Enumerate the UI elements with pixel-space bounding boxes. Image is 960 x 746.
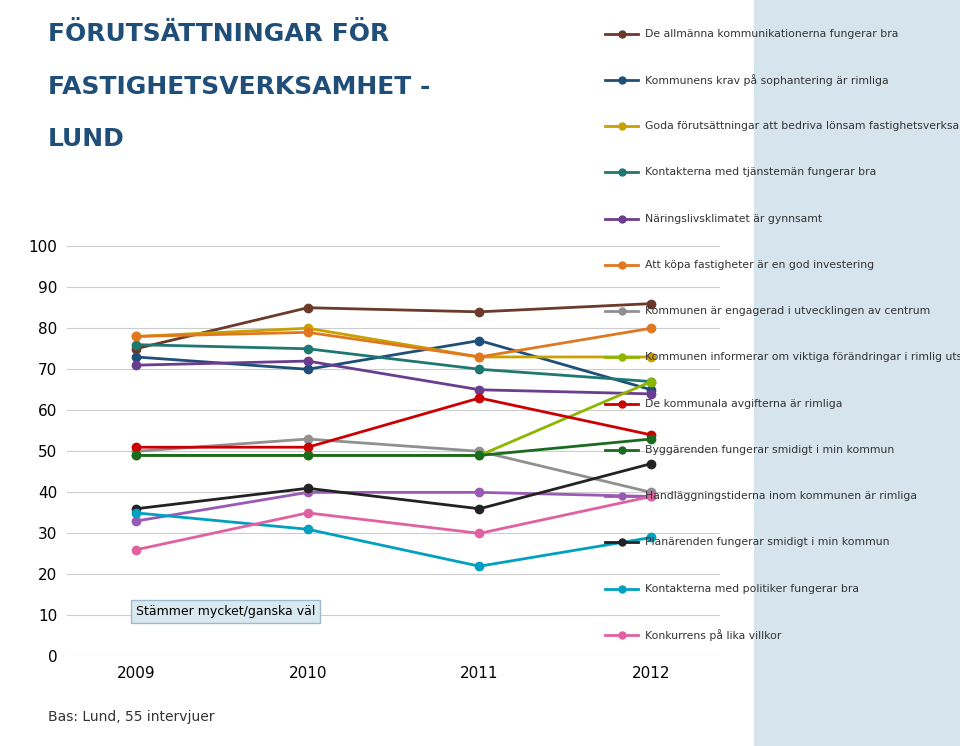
Text: FÖRUTSÄTTNINGAR FÖR: FÖRUTSÄTTNINGAR FÖR bbox=[48, 22, 389, 46]
Text: Kommunen informerar om viktiga förändringar i rimlig utsträckning: Kommunen informerar om viktiga förändrin… bbox=[645, 352, 960, 363]
Text: Att köpa fastigheter är en god investering: Att köpa fastigheter är en god investeri… bbox=[645, 260, 875, 270]
Text: Handläggningstiderna inom kommunen är rimliga: Handläggningstiderna inom kommunen är ri… bbox=[645, 491, 917, 501]
Text: LUND: LUND bbox=[48, 127, 125, 151]
Text: Kontakterna med politiker fungerar bra: Kontakterna med politiker fungerar bra bbox=[645, 583, 859, 594]
Text: Byggärenden fungerar smidigt i min kommun: Byggärenden fungerar smidigt i min kommu… bbox=[645, 445, 895, 455]
Text: Bas: Lund, 55 intervjuer: Bas: Lund, 55 intervjuer bbox=[48, 709, 214, 724]
Text: Kommunens krav på sophantering är rimliga: Kommunens krav på sophantering är rimlig… bbox=[645, 74, 889, 86]
Text: Kommunen är engagerad i utvecklingen av centrum: Kommunen är engagerad i utvecklingen av … bbox=[645, 306, 930, 316]
Text: De kommunala avgifterna är rimliga: De kommunala avgifterna är rimliga bbox=[645, 398, 843, 409]
Text: Stämmer mycket/ganska väl: Stämmer mycket/ganska väl bbox=[136, 606, 315, 618]
Text: Näringslivsklimatet är gynnsamt: Näringslivsklimatet är gynnsamt bbox=[645, 213, 823, 224]
Text: Kontakterna med tjänstemän fungerar bra: Kontakterna med tjänstemän fungerar bra bbox=[645, 167, 876, 178]
Text: Goda förutsättningar att bedriva lönsam fastighetsverksamhet: Goda förutsättningar att bedriva lönsam … bbox=[645, 121, 960, 131]
Text: De allmänna kommunikationerna fungerar bra: De allmänna kommunikationerna fungerar b… bbox=[645, 28, 899, 39]
Text: Planärenden fungerar smidigt i min kommun: Planärenden fungerar smidigt i min kommu… bbox=[645, 537, 890, 548]
Text: Konkurrens på lika villkor: Konkurrens på lika villkor bbox=[645, 629, 781, 641]
Text: FASTIGHETSVERKSAMHET -: FASTIGHETSVERKSAMHET - bbox=[48, 75, 430, 98]
